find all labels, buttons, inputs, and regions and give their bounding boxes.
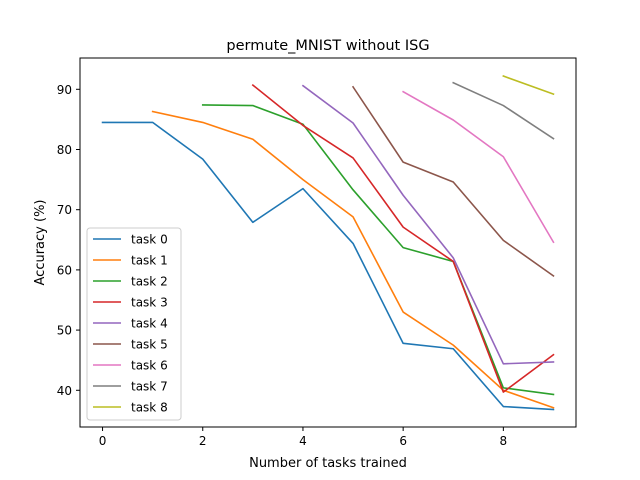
x-axis-label: Number of tasks trained — [249, 456, 407, 471]
legend: task 0 task 1 task 2 task 3 task 4 task 5 task… — [86, 227, 182, 421]
legend-item-task-4: task 4 — [93, 317, 168, 331]
series-line-task-8 — [502, 75, 555, 96]
series-line-task-0 — [101, 121, 555, 411]
x-tick-label: 2 — [199, 434, 207, 448]
y-tick-label: 50 — [57, 324, 72, 338]
y-axis-label: Accuracy (%) — [33, 200, 48, 286]
legend-box — [86, 227, 182, 421]
series-line-task-5 — [351, 85, 555, 278]
y-axis-ticks: 40 50 60 70 80 90 — [57, 83, 80, 398]
x-tick-label: 0 — [99, 434, 107, 448]
legend-item-task-3: task 3 — [93, 296, 168, 310]
chart-title: permute_MNIST without ISG — [226, 38, 429, 54]
legend-item-task-0: task 0 — [93, 233, 168, 247]
legend-label: task 7 — [131, 380, 168, 394]
x-tick-label: 6 — [399, 434, 407, 448]
series-line-task-7 — [452, 81, 555, 140]
legend-label: task 3 — [131, 296, 168, 310]
x-axis-ticks: 0 2 4 6 8 — [99, 427, 507, 448]
legend-item-task-5: task 5 — [93, 338, 168, 352]
y-tick-label: 90 — [57, 83, 72, 97]
legend-label: task 8 — [131, 401, 168, 415]
legend-label: task 6 — [131, 359, 168, 373]
y-tick-label: 60 — [57, 263, 72, 277]
x-tick-label: 4 — [299, 434, 307, 448]
y-tick-label: 70 — [57, 203, 72, 217]
y-tick-label: 80 — [57, 143, 72, 157]
series-line-task-1 — [151, 110, 555, 409]
series-layer — [101, 75, 555, 411]
legend-item-task-8: task 8 — [93, 401, 168, 415]
x-tick-label: 8 — [500, 434, 508, 448]
series-line-task-6 — [402, 90, 555, 244]
legend-label: task 2 — [131, 275, 168, 289]
legend-label: task 1 — [131, 254, 168, 268]
legend-item-task-2: task 2 — [93, 275, 168, 289]
legend-label: task 4 — [131, 317, 168, 331]
legend-item-task-7: task 7 — [93, 380, 168, 394]
y-tick-label: 40 — [57, 384, 72, 398]
legend-label: task 5 — [131, 338, 168, 352]
legend-item-task-6: task 6 — [93, 359, 168, 373]
series-line-task-4 — [301, 84, 555, 365]
legend-item-task-1: task 1 — [93, 254, 168, 268]
legend-label: task 0 — [131, 233, 168, 247]
series-line-task-3 — [251, 83, 555, 393]
plot-area-frame — [79, 57, 577, 428]
series-line-task-2 — [201, 104, 555, 396]
